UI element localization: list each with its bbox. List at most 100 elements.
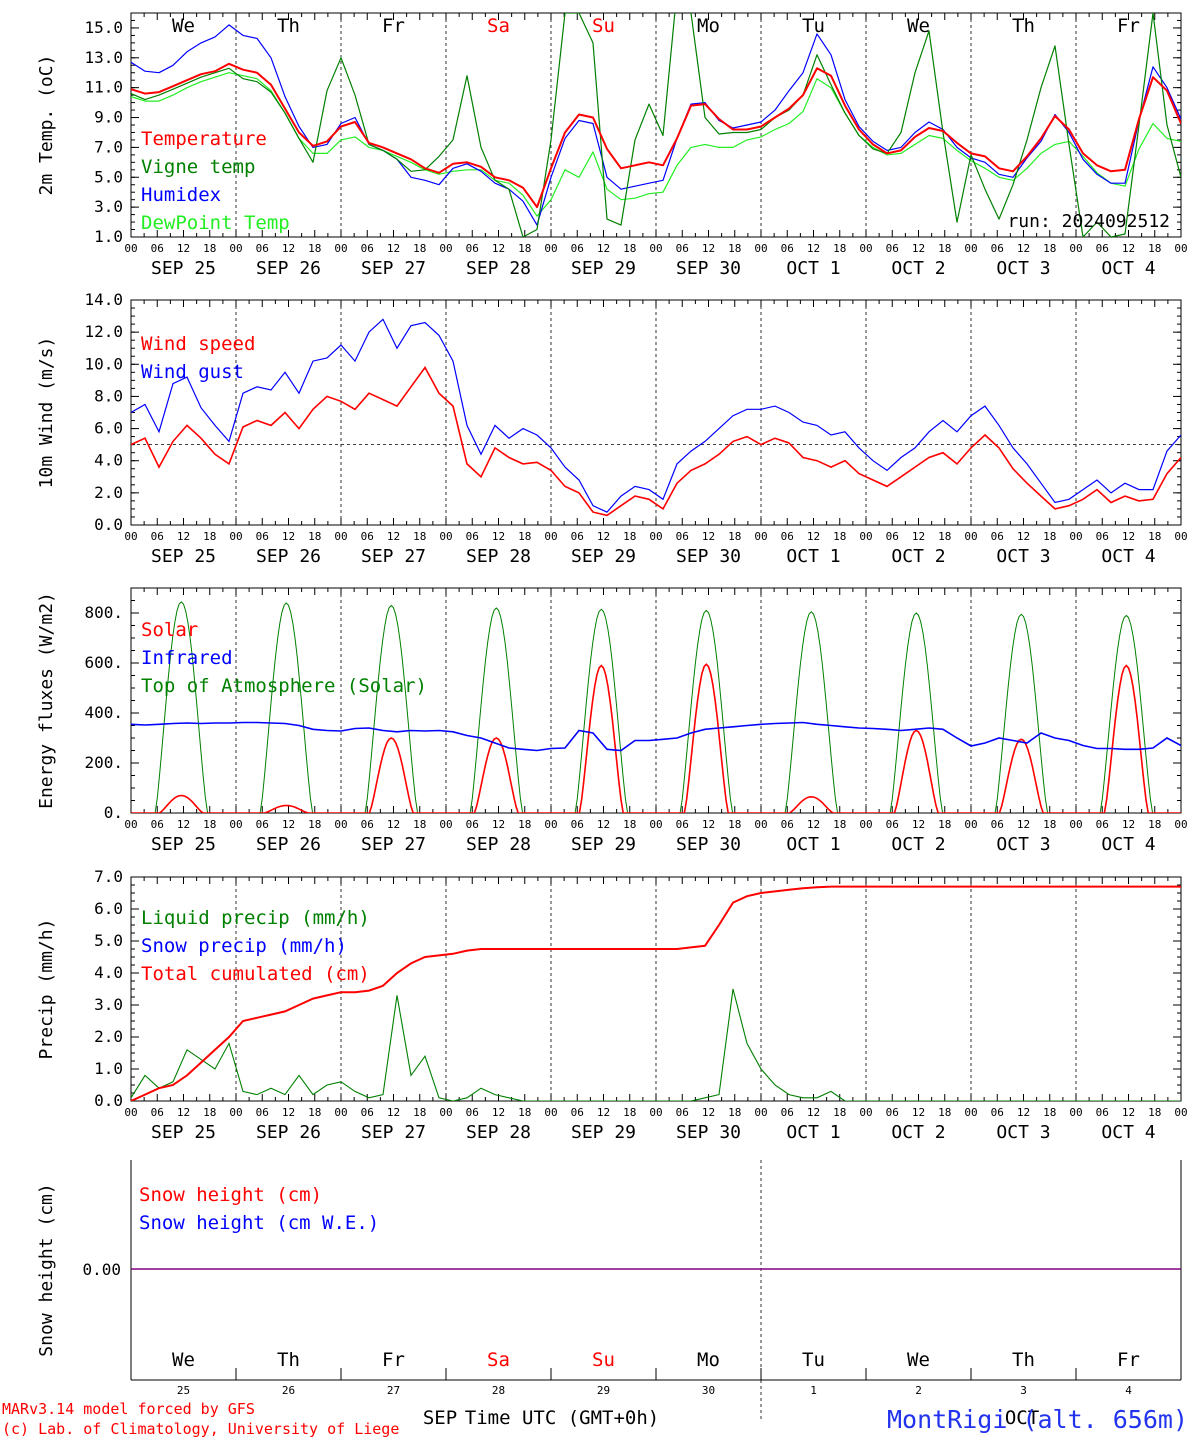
- hour-tick-label: 00: [964, 1106, 977, 1119]
- hour-tick-label: 12: [492, 242, 505, 255]
- hour-tick-label: 18: [728, 818, 741, 831]
- toa-solar-curve: [656, 609, 761, 813]
- hour-tick-label: 00: [859, 818, 872, 831]
- hour-tick-label: 00: [1174, 242, 1187, 255]
- hour-tick-label: 12: [702, 530, 715, 543]
- hour-tick-label: 12: [387, 242, 400, 255]
- weekday-label: Fr: [382, 1349, 405, 1371]
- hour-tick-label: 12: [177, 818, 190, 831]
- hour-tick-label: 18: [1043, 242, 1056, 255]
- day-label: OCT 2: [891, 1122, 945, 1143]
- day-number-label: 30: [702, 1384, 715, 1397]
- y-tick-label: 800.: [84, 603, 123, 622]
- day-label: OCT 4: [1101, 546, 1155, 567]
- hour-tick-label: 18: [1148, 818, 1161, 831]
- y-tick-label: 200.: [84, 753, 123, 772]
- hour-tick-label: 18: [413, 242, 426, 255]
- hour-tick-label: 18: [413, 1106, 426, 1119]
- hour-tick-label: 00: [544, 818, 557, 831]
- hour-tick-label: 06: [676, 530, 689, 543]
- day-label: SEP 26: [256, 258, 321, 279]
- legend-entry: Top of Atmosphere (Solar): [141, 675, 427, 697]
- hour-tick-label: 12: [597, 1106, 610, 1119]
- hour-tick-label: 00: [439, 242, 452, 255]
- day-label: SEP 29: [571, 1122, 636, 1143]
- hour-tick-label: 18: [518, 1106, 531, 1119]
- hour-tick-label: 18: [623, 530, 636, 543]
- hour-tick-label: 00: [439, 1106, 452, 1119]
- day-label: OCT 3: [996, 1122, 1050, 1143]
- hour-tick-label: 00: [754, 1106, 767, 1119]
- hour-tick-label: 06: [466, 530, 479, 543]
- y-tick-label: 1.0: [94, 1059, 123, 1078]
- solar-curve: [551, 664, 656, 813]
- y-tick-label: 600.: [84, 653, 123, 672]
- toa-solar-curve: [551, 608, 656, 813]
- day-label: SEP 30: [676, 258, 741, 279]
- hour-tick-label: 12: [597, 242, 610, 255]
- hour-tick-label: 12: [702, 818, 715, 831]
- hour-tick-label: 06: [571, 242, 584, 255]
- hour-tick-label: 06: [361, 818, 374, 831]
- hour-tick-label: 06: [466, 242, 479, 255]
- hour-tick-label: 06: [466, 1106, 479, 1119]
- hour-tick-label: 06: [256, 818, 269, 831]
- hour-tick-label: 00: [1069, 530, 1082, 543]
- hour-tick-label: 12: [807, 242, 820, 255]
- solar-curve: [341, 737, 446, 813]
- hour-tick-label: 06: [1096, 1106, 1109, 1119]
- hour-tick-label: 00: [124, 530, 137, 543]
- hour-tick-label: 06: [676, 1106, 689, 1119]
- hour-tick-label: 06: [781, 242, 794, 255]
- hour-tick-label: 12: [912, 1106, 925, 1119]
- series-line-vigne-temp: [131, 13, 1181, 237]
- hour-tick-label: 12: [807, 530, 820, 543]
- hour-tick-label: 06: [466, 818, 479, 831]
- hour-tick-label: 00: [754, 818, 767, 831]
- hour-tick-label: 12: [177, 242, 190, 255]
- hour-tick-label: 06: [991, 818, 1004, 831]
- solar-curve: [761, 795, 866, 813]
- y-tick-label: 5.0: [94, 167, 123, 186]
- hour-tick-label: 06: [886, 242, 899, 255]
- day-label: OCT 4: [1101, 1122, 1155, 1143]
- hour-tick-label: 06: [991, 1106, 1004, 1119]
- hour-tick-label: 12: [912, 818, 925, 831]
- day-label: SEP 25: [151, 258, 216, 279]
- hour-tick-label: 12: [492, 1106, 505, 1119]
- hour-tick-label: 06: [151, 242, 164, 255]
- y-tick-label: 9.0: [94, 108, 123, 127]
- series-line-humidex: [131, 24, 1181, 226]
- legend-entry: Wind speed: [141, 333, 255, 355]
- day-label: OCT 3: [996, 834, 1050, 855]
- x-axis-label: Time UTC (GMT+0h): [465, 1407, 659, 1429]
- day-label: SEP 25: [151, 546, 216, 567]
- hour-tick-label: 06: [1096, 242, 1109, 255]
- hour-tick-label: 00: [334, 1106, 347, 1119]
- hour-tick-label: 18: [518, 530, 531, 543]
- hour-tick-label: 00: [649, 818, 662, 831]
- day-number-label: 29: [597, 1384, 610, 1397]
- hour-tick-label: 00: [229, 242, 242, 255]
- hour-tick-label: 06: [151, 1106, 164, 1119]
- hour-tick-label: 06: [361, 530, 374, 543]
- legend-entry: Solar: [141, 619, 198, 641]
- legend-entry: Liquid precip (mm/h): [141, 907, 370, 929]
- month-label-oct: OCT: [1005, 1407, 1039, 1429]
- hour-tick-label: 18: [728, 242, 741, 255]
- hour-tick-label: 06: [571, 818, 584, 831]
- legend-entry: Snow precip (mm/h): [141, 935, 347, 957]
- hour-tick-label: 12: [912, 242, 925, 255]
- y-tick-label: 0.0: [94, 515, 123, 534]
- hour-tick-label: 12: [282, 818, 295, 831]
- weekday-label: Fr: [1117, 15, 1140, 37]
- y-tick-label: 0.: [104, 803, 123, 822]
- day-label: SEP 26: [256, 834, 321, 855]
- hour-tick-label: 00: [124, 242, 137, 255]
- legend-entry: Vigne temp: [141, 156, 255, 178]
- hour-tick-label: 00: [334, 530, 347, 543]
- weekday-label: We: [907, 15, 930, 37]
- hour-tick-label: 00: [859, 1106, 872, 1119]
- series-line-wind-speed: [131, 366, 1181, 517]
- toa-solar-curve: [1076, 614, 1181, 813]
